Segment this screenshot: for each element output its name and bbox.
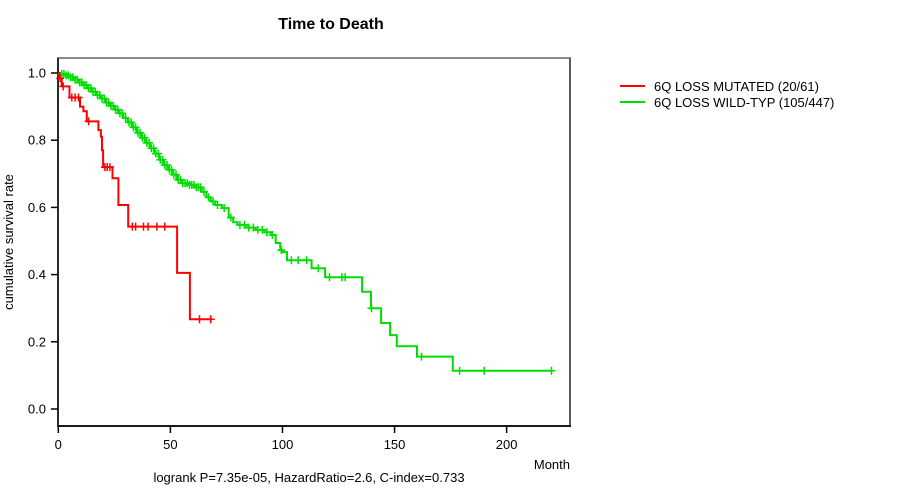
x-tick-label: 50 [163,437,177,452]
legend-label: 6Q LOSS WILD-TYP (105/447) [654,94,835,110]
y-tick-label: 0.4 [28,267,46,282]
chart-title: Time to Death [278,16,384,33]
y-tick-label: 1.0 [28,66,46,81]
legend-line-sample-red [620,85,645,87]
legend-item-mutated: 6Q LOSS MUTATED (20/61) [620,78,834,94]
x-axis-title: Month [533,457,570,472]
legend-line-sample-green [620,101,645,103]
x-tick-label: 200 [496,437,518,452]
stats-annotation: logrank P=7.35e-05, HazardRatio=2.6, C-i… [153,470,465,485]
x-tick-label: 0 [55,437,62,452]
legend-label: 6Q LOSS MUTATED (20/61) [654,78,819,94]
mutated-survival-curve [58,72,212,321]
wildtype-survival-censor-marks [57,70,556,375]
y-tick-label: 0.8 [28,133,46,148]
y-tick-label: 0.2 [28,334,46,349]
x-tick-label: 100 [272,437,294,452]
y-tick-label: 0.0 [28,402,46,417]
mutated-survival-censor-marks [56,74,215,324]
wildtype-survival-curve [58,72,553,372]
legend-item-wildtype: 6Q LOSS WILD-TYP (105/447) [620,94,834,110]
x-tick-label: 150 [384,437,406,452]
legend: 6Q LOSS MUTATED (20/61) 6Q LOSS WILD-TYP… [620,78,834,110]
y-tick-label: 0.6 [28,200,46,215]
